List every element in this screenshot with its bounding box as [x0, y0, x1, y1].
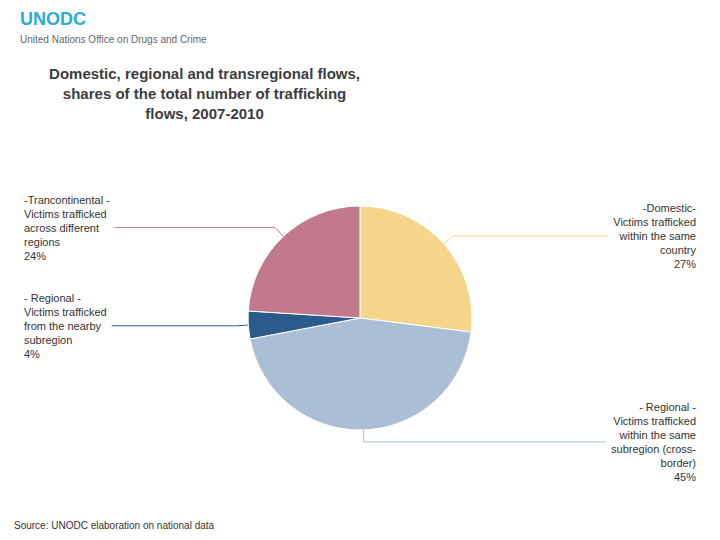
svg-text:border): border)	[661, 457, 696, 469]
svg-text:United Nations Office on Drugs: United Nations Office on Drugs and Crime	[20, 34, 207, 45]
svg-text:within the same: within the same	[619, 230, 696, 242]
svg-text:-Trancontinental -: -Trancontinental -	[24, 194, 110, 206]
svg-text:27%: 27%	[674, 258, 696, 270]
svg-text:UNODC: UNODC	[20, 9, 86, 29]
svg-text:Domestic, regional and transre: Domestic, regional and transregional flo…	[49, 65, 360, 82]
svg-text:Victims trafficked: Victims trafficked	[24, 306, 107, 318]
svg-text:Source: UNODC elaboration on n: Source: UNODC elaboration on national da…	[14, 520, 215, 531]
svg-text:Victims trafficked: Victims trafficked	[613, 415, 696, 427]
svg-text:Victims trafficked: Victims trafficked	[24, 208, 107, 220]
svg-text:45%: 45%	[674, 471, 696, 483]
svg-text:within the same: within the same	[619, 429, 696, 441]
svg-text:Victims trafficked: Victims trafficked	[613, 216, 696, 228]
svg-text:-Domestic-: -Domestic-	[643, 202, 697, 214]
svg-text:subregion: subregion	[24, 334, 72, 346]
svg-text:regions: regions	[24, 236, 61, 248]
svg-text:from the nearby: from the nearby	[24, 320, 102, 332]
svg-text:24%: 24%	[24, 250, 46, 262]
svg-text:shares of the total number of: shares of the total number of traffickin…	[63, 85, 346, 102]
svg-text:country: country	[660, 244, 697, 256]
svg-text:- Regional -: - Regional -	[639, 401, 696, 413]
svg-text:flows, 2007-2010: flows, 2007-2010	[145, 105, 263, 122]
svg-text:across different: across different	[24, 222, 99, 234]
svg-text:4%: 4%	[24, 348, 40, 360]
svg-text:subregion (cross-: subregion (cross-	[611, 443, 696, 455]
svg-text:- Regional -: - Regional -	[24, 292, 81, 304]
